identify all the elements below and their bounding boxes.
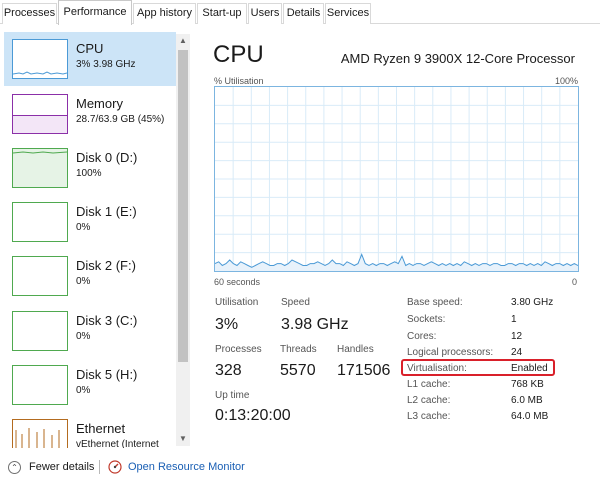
sockets-value: 1: [511, 314, 517, 325]
utilisation-value: 3%: [215, 316, 239, 333]
threads-value: 5570: [280, 362, 316, 379]
cpu-utilisation-graph: [214, 86, 579, 272]
sidebar-item-label: Disk 0 (D:): [76, 150, 138, 165]
sidebar-scrollbar[interactable]: ▲ ▼: [176, 34, 190, 446]
graph-x-min-label: 0: [572, 277, 578, 287]
sidebar-item-label: Disk 5 (H:): [76, 367, 138, 382]
sidebar-item-ethernet[interactable]: Ethernet vEthernet (Internet: [4, 412, 176, 448]
open-resource-monitor-label: Open Resource Monitor: [128, 461, 245, 473]
open-resource-monitor-link[interactable]: Open Resource Monitor: [108, 456, 245, 478]
disk-thumbnail-graph: [12, 256, 68, 296]
chevron-up-icon: ⌃: [8, 460, 21, 474]
resource-monitor-icon: [108, 460, 122, 474]
l2-cache-value: 6.0 MB: [511, 395, 543, 406]
sidebar-item-subtext: vEthernet (Internet: [76, 439, 159, 448]
tab-users[interactable]: Users: [248, 3, 282, 24]
sidebar-item-subtext: 0%: [76, 331, 91, 342]
disk-thumbnail-graph: [12, 148, 68, 188]
sidebar-item-subtext: 3% 3.98 GHz: [76, 59, 136, 70]
cores-label: Cores:: [407, 331, 437, 342]
tab-performance[interactable]: Performance: [58, 0, 132, 25]
graph-x-axis-label: 60 seconds: [214, 277, 261, 287]
sidebar-item-subtext: 0%: [76, 222, 91, 233]
logical-processors-value: 24: [511, 347, 523, 358]
sidebar-item-disk-2[interactable]: Disk 2 (F:) 0%: [4, 249, 176, 303]
speed-value: 3.98 GHz: [281, 316, 349, 333]
virtualisation-highlight-box: [401, 359, 555, 376]
cpu-model-name: AMD Ryzen 9 3900X 12-Core Processor: [340, 51, 575, 66]
graph-y-max-label: 100%: [554, 76, 578, 86]
memory-thumbnail-graph: [12, 94, 68, 134]
disk-thumbnail-graph: [12, 365, 68, 405]
sidebar-item-label: CPU: [76, 41, 104, 56]
threads-label: Threads: [280, 344, 317, 355]
l1-cache-value: 768 KB: [511, 379, 544, 390]
footer-bar: ⌃ Fewer details Open Resource Monitor: [0, 456, 600, 478]
uptime-value: 0:13:20:00: [215, 407, 291, 424]
logical-processors-label: Logical processors:: [407, 347, 494, 358]
sidebar-item-subtext: 0%: [76, 276, 91, 287]
disk-thumbnail-graph: [12, 311, 68, 351]
fewer-details-button[interactable]: ⌃ Fewer details: [8, 456, 94, 478]
handles-label: Handles: [337, 344, 374, 355]
footer-divider: [99, 460, 100, 474]
utilisation-label: Utilisation: [215, 297, 259, 308]
cpu-utilisation-chart: [214, 87, 579, 271]
scroll-thumb[interactable]: [178, 50, 188, 362]
sidebar-item-cpu[interactable]: CPU 3% 3.98 GHz: [4, 32, 176, 86]
sidebar-item-label: Disk 1 (E:): [76, 204, 137, 219]
tab-processes[interactable]: Processes: [2, 3, 57, 24]
l3-cache-label: L3 cache:: [407, 411, 451, 422]
processes-label: Processes: [215, 344, 262, 355]
sidebar-item-label: Disk 2 (F:): [76, 258, 136, 273]
sidebar-item-subtext: 0%: [76, 385, 91, 396]
tab-start-up[interactable]: Start-up: [197, 3, 247, 24]
cores-value: 12: [511, 331, 523, 342]
tab-app-history[interactable]: App history: [133, 3, 196, 24]
sidebar-item-label: Ethernet: [76, 421, 126, 436]
sidebar-item-disk-3[interactable]: Disk 3 (C:) 0%: [4, 304, 176, 358]
sidebar-item-disk-0[interactable]: Disk 0 (D:) 100%: [4, 141, 176, 195]
tab-services[interactable]: Services: [325, 3, 371, 24]
tab-details[interactable]: Details: [283, 3, 324, 24]
base-speed-value: 3.80 GHz: [511, 297, 554, 308]
sidebar-item-label: Disk 3 (C:): [76, 313, 138, 328]
virtualisation-value: Enabled: [511, 363, 548, 374]
cpu-thumbnail-graph: [12, 39, 68, 79]
base-speed-label: Base speed:: [407, 297, 463, 308]
sidebar-item-disk-1[interactable]: Disk 1 (E:) 0%: [4, 195, 176, 249]
sidebar-item-label: Memory: [76, 96, 123, 111]
scroll-down-icon[interactable]: ▼: [179, 434, 187, 443]
processes-value: 328: [215, 362, 242, 379]
virtualisation-label: Virtualisation:: [407, 363, 467, 374]
sidebar-item-subtext: 100%: [76, 168, 102, 179]
tab-bar: Processes Performance App history Start-…: [0, 0, 600, 25]
cpu-utilisation-line: [214, 253, 579, 268]
l2-cache-label: L2 cache:: [407, 395, 451, 406]
fewer-details-label: Fewer details: [29, 461, 95, 473]
scroll-up-icon[interactable]: ▲: [179, 36, 187, 45]
page-title: CPU: [213, 41, 264, 68]
uptime-label: Up time: [215, 390, 250, 401]
sidebar-item-disk-5[interactable]: Disk 5 (H:) 0%: [4, 358, 176, 412]
sockets-label: Sockets:: [407, 314, 446, 325]
disk-thumbnail-graph: [12, 202, 68, 242]
sidebar: CPU 3% 3.98 GHz Memory 28.7/63.9 GB (45%…: [0, 30, 190, 448]
l1-cache-label: L1 cache:: [407, 379, 451, 390]
sidebar-item-memory[interactable]: Memory 28.7/63.9 GB (45%): [4, 87, 176, 141]
ethernet-thumbnail-graph: [12, 419, 68, 448]
sidebar-item-subtext: 28.7/63.9 GB (45%): [76, 114, 165, 125]
l3-cache-value: 64.0 MB: [511, 411, 549, 422]
handles-value: 171506: [337, 362, 391, 379]
graph-y-axis-label: % Utilisation: [214, 76, 264, 86]
speed-label: Speed: [281, 297, 310, 308]
cpu-utilisation-area: [215, 254, 578, 271]
